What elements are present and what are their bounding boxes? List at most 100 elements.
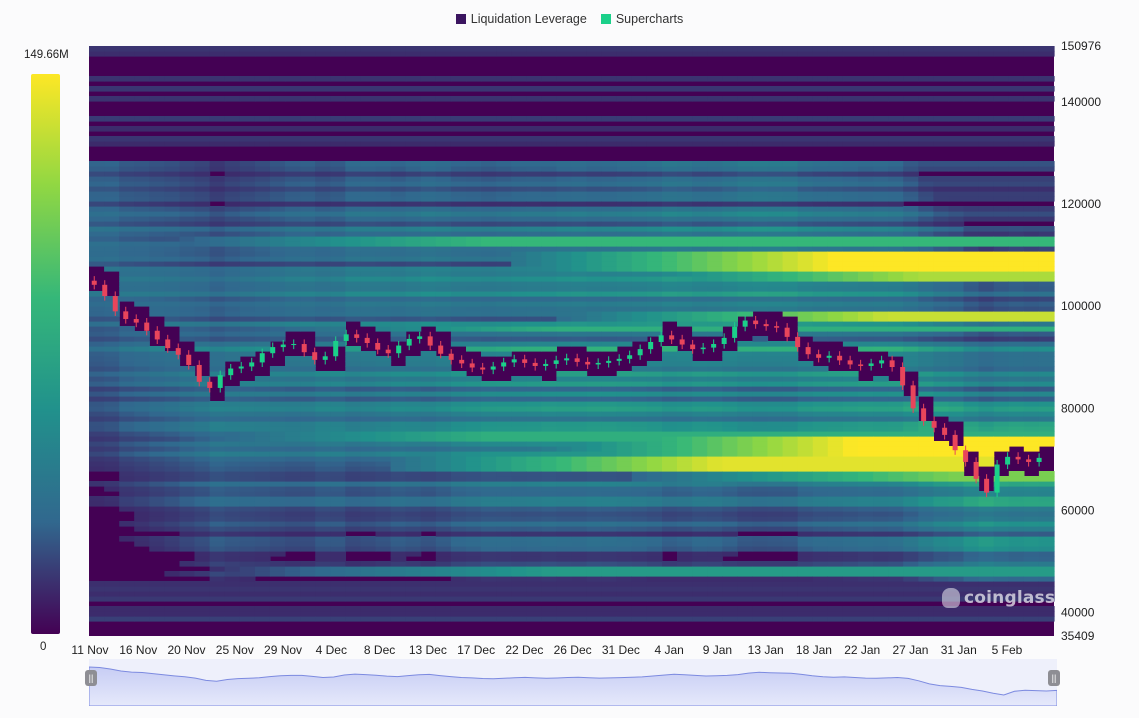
heatmap-cell [888,606,904,612]
heatmap-cell [556,581,573,587]
heatmap-cell [435,611,452,617]
heatmap-cell [239,186,256,192]
heatmap-cell [345,421,361,427]
heatmap-cell [737,261,754,267]
heatmap-cell [722,381,738,387]
heatmap-cell [420,386,437,392]
legend-item[interactable]: Supercharts [600,10,683,28]
heatmap-cell [496,396,512,402]
heatmap-cell [450,406,467,412]
heatmap-cell [330,161,346,167]
heatmap-cell [330,611,346,617]
heatmap-cell [119,46,135,52]
heatmap-cell [194,496,211,502]
heatmap-cell [722,361,738,367]
heatmap-cell [269,406,286,412]
heatmap-cell [692,271,708,277]
heatmap-cell [149,186,165,192]
heatmap-cell [873,226,889,232]
heatmap-cell [375,526,392,532]
heatmap-cell [345,286,361,292]
heatmap-cell [722,441,738,447]
heatmap-cell [224,181,241,187]
heatmap-cell [164,416,181,422]
heatmap-cell [375,411,392,417]
heatmap-cell [601,236,618,242]
heatmap-cell [104,251,120,257]
heatmap-cell [134,386,150,392]
heatmap-cell [722,281,738,287]
heatmap-cell [390,171,407,177]
heatmap-cell [179,401,196,407]
heatmap-cell [722,521,738,527]
heatmap-cell [631,551,648,557]
heatmap-cell [827,296,844,302]
heatmap-cell [420,301,437,307]
heatmap-cell [300,301,316,307]
heatmap-cell [662,441,678,447]
heatmap-cell [873,551,889,557]
heatmap-cell [827,196,844,202]
heatmap-cell [435,161,452,167]
heatmap-cell [254,606,271,612]
heatmap-cell [89,306,105,312]
heatmap-cell [842,311,859,317]
heatmap-cell [345,301,361,307]
legend-item[interactable]: Liquidation Leverage [455,10,587,28]
heatmap-cell [315,431,331,437]
heatmap-cell [873,196,889,202]
heatmap-cell [89,356,105,362]
heatmap-cell [586,501,603,507]
heatmap-cell [767,191,784,197]
heatmap-cell [812,396,829,402]
heatmap-cell [812,471,829,477]
heatmap-cell [179,196,196,202]
heatmap-cell [254,326,271,332]
heatmap-cell [797,291,814,297]
heatmap-cell [662,476,678,482]
heatmap-cell [722,161,738,167]
heatmap-cell [662,346,678,352]
heatmap-cell [692,416,708,422]
heatmap-cell [194,541,211,547]
heatmap-cell [450,261,467,267]
heatmap-cell [209,616,226,622]
heatmap-cell [450,161,467,167]
heatmap-cell [119,281,135,287]
heatmap-cell [737,206,754,212]
heatmap-cell [752,86,769,92]
heatmap-cell [586,496,603,502]
heatmap-cell [526,276,542,282]
heatmap-cell [873,176,889,182]
heatmap-cell [541,576,557,582]
heatmap-cell [134,276,150,282]
heatmap-cell [858,596,874,602]
heatmap-cell [285,406,301,412]
heatmap-cell [586,426,603,432]
heatmap-cell [209,586,226,592]
heatmap-cell [586,386,603,392]
heatmap-cell [315,591,331,597]
heatmap-cell [164,296,181,302]
heatmap-cell [375,276,392,282]
heatmap-cell [420,201,437,207]
heatmap-cell [601,471,618,477]
heatmap-cell [722,241,738,247]
heatmap-cell [269,286,286,292]
heatmap-cell [616,491,633,497]
heatmap-cell [179,286,196,292]
heatmap-cell [300,256,316,262]
heatmap-cell [842,446,859,452]
heatmap-cell [662,116,678,122]
heatmap-cell [134,416,150,422]
heatmap-cell [390,166,407,172]
heatmap-cell [179,506,196,512]
heatmap-cell [315,276,331,282]
heatmap-cell [269,171,286,177]
heatmap-cell [481,336,497,342]
heatmap-cell [194,166,211,172]
heatmap-cell [888,291,904,297]
heatmap-cell [119,451,135,457]
heatmap-cell [450,441,467,447]
